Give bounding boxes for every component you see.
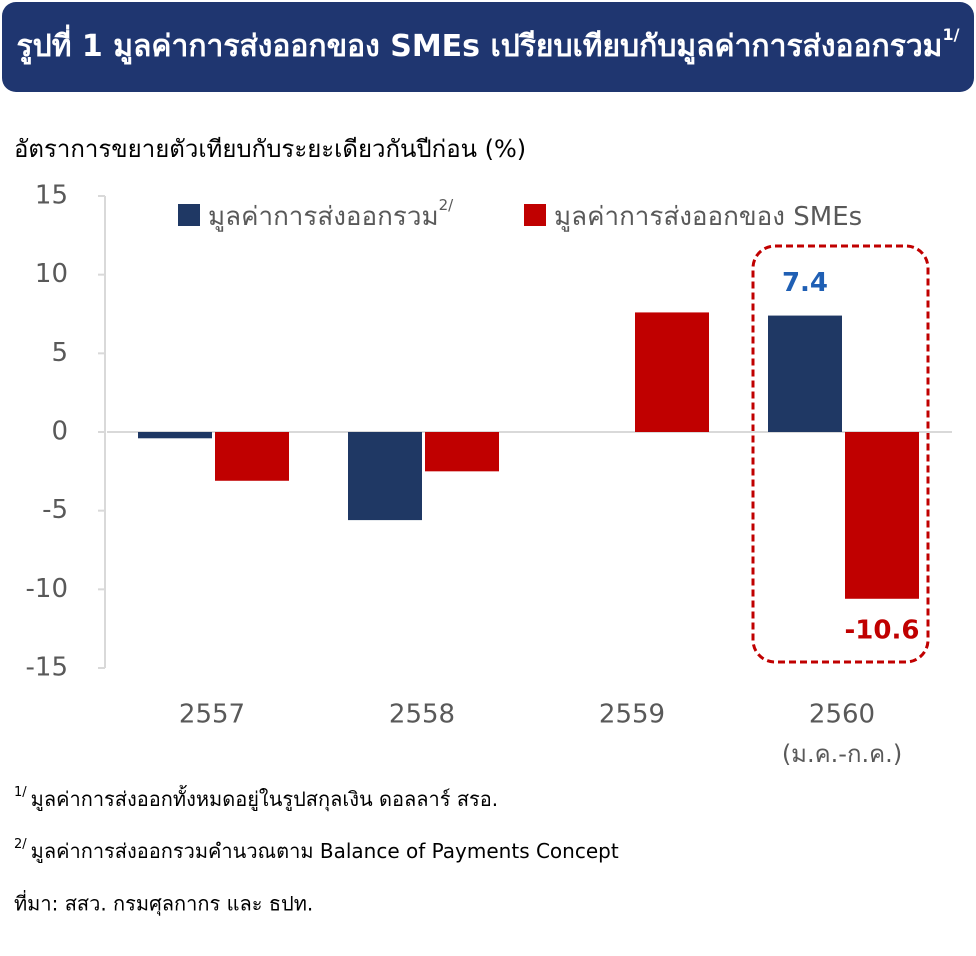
legend-note: 2/ — [439, 196, 455, 214]
chart-title: รูปที่ 1 มูลค่าการส่งออกของ SMEs เปรียบเ… — [17, 24, 943, 65]
x-tick-label: 2559 — [599, 700, 665, 730]
bar — [845, 432, 919, 599]
footnote: 1/มูลค่าการส่งออกทั้งหมดอยู่ในรูปสกุลเงิ… — [14, 785, 498, 812]
x-tick-label: 2560 — [809, 700, 875, 730]
x-tick-note: (ม.ค.-ก.ค.) — [782, 740, 902, 768]
footnote: 2/มูลค่าการส่งออกรวมคำนวณตาม Balance of … — [14, 837, 619, 864]
title-banner — [2, 2, 974, 92]
legend-swatch — [178, 204, 200, 226]
footnote-mark: 1/ — [14, 785, 27, 800]
value-label: 7.4 — [782, 268, 828, 298]
legend-swatch — [524, 204, 546, 226]
y-tick-label: 15 — [35, 181, 68, 211]
bar — [425, 432, 499, 472]
y-tick-label: -10 — [26, 574, 68, 604]
bar — [215, 432, 289, 481]
bar — [635, 312, 709, 432]
x-tick-label: 2558 — [389, 700, 455, 730]
y-tick-label: -15 — [26, 653, 68, 683]
legend-label: มูลค่าการส่งออกของ SMEs — [554, 202, 862, 232]
bar — [348, 432, 422, 521]
footnote-text: มูลค่าการส่งออกรวมคำนวณตาม Balance of Pa… — [31, 839, 619, 864]
chart-title-group: รูปที่ 1 มูลค่าการส่งออกของ SMEs เปรียบเ… — [17, 24, 960, 65]
footnote-mark: 2/ — [14, 837, 27, 852]
y-tick-label: 0 — [51, 417, 68, 447]
bar — [138, 432, 212, 439]
legend-entry: มูลค่าการส่งออกรวม2/ — [208, 196, 454, 232]
source: ที่มา: สสว. กรมศุลกากร และ ธปท. — [14, 890, 313, 917]
y-tick-label: -5 — [42, 495, 68, 525]
value-label: -10.6 — [845, 615, 920, 645]
chart-subtitle: อัตราการขยายตัวเทียบกับระยะเดียวกันปีก่อ… — [14, 135, 526, 163]
legend-entry: มูลค่าการส่งออกของ SMEs — [554, 202, 862, 232]
legend-label: มูลค่าการส่งออกรวม — [208, 202, 439, 232]
x-tick-label: 2557 — [179, 700, 245, 730]
title-note: 1/ — [942, 25, 959, 44]
y-tick-label: 10 — [35, 259, 68, 289]
bar — [768, 315, 842, 432]
y-tick-label: 5 — [51, 338, 68, 368]
footnote-text: มูลค่าการส่งออกทั้งหมดอยู่ในรูปสกุลเงิน … — [31, 785, 499, 812]
